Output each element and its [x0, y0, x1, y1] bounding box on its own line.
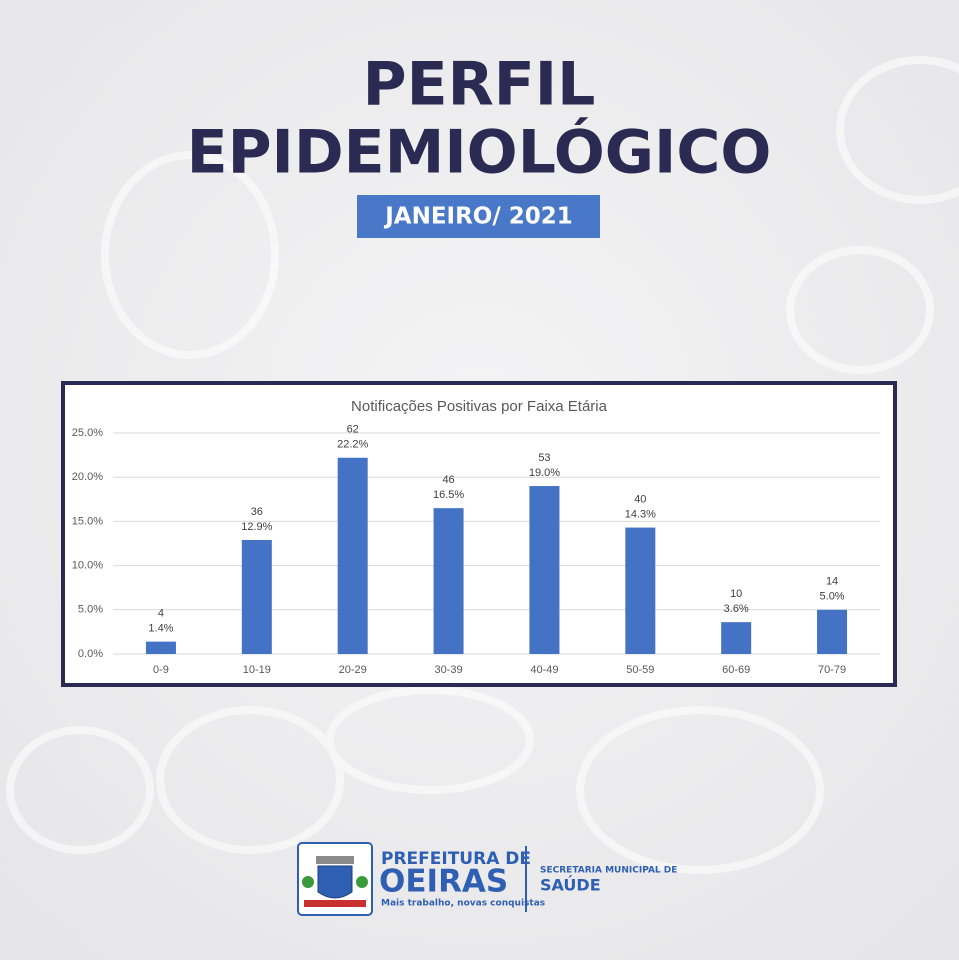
bar — [241, 539, 272, 654]
logo-ribbon — [304, 900, 366, 907]
org-line-2: OEIRAS — [379, 864, 508, 900]
x-tick-label: 10-19 — [243, 664, 271, 676]
x-tick-label: 30-39 — [434, 664, 462, 676]
value-label: 5.0% — [820, 591, 845, 603]
bar — [817, 609, 848, 654]
value-label: 14.3% — [625, 508, 656, 520]
x-tick-label: 50-59 — [626, 664, 654, 676]
logo-leaf-left — [302, 876, 314, 888]
org-line-1: PREFEITURA DE — [381, 849, 531, 869]
value-label: 3.6% — [724, 603, 749, 615]
y-tick-label: 0.0% — [78, 648, 103, 660]
count-label: 40 — [634, 493, 646, 505]
value-label: 1.4% — [148, 623, 173, 635]
count-label: 4 — [158, 608, 164, 620]
x-tick-label: 60-69 — [722, 664, 750, 676]
title-line-1: PERFIL — [363, 50, 596, 120]
y-tick-label: 15.0% — [72, 515, 103, 527]
logo-crown — [316, 856, 354, 864]
count-label: 36 — [251, 506, 263, 518]
date-badge-text: JANEIRO/ 2021 — [383, 204, 573, 230]
count-label: 10 — [730, 588, 742, 600]
count-label: 14 — [826, 576, 838, 588]
x-tick-label: 40-49 — [530, 664, 558, 676]
count-label: 53 — [538, 452, 550, 464]
x-tick-label: 70-79 — [818, 664, 846, 676]
dept-line-1: SECRETARIA MUNICIPAL DE — [540, 866, 677, 876]
dept-line-2: SAÚDE — [540, 876, 601, 895]
x-tick-label: 0-9 — [153, 664, 169, 676]
org-tagline: Mais trabalho, novas conquistas — [381, 899, 545, 909]
bar — [625, 527, 656, 654]
y-tick-label: 5.0% — [78, 604, 103, 616]
value-label: 22.2% — [337, 439, 368, 451]
value-label: 12.9% — [241, 521, 272, 533]
logo-shield — [317, 865, 353, 899]
logo — [297, 842, 373, 916]
y-tick-label: 10.0% — [72, 560, 103, 572]
x-tick-label: 20-29 — [339, 664, 367, 676]
y-tick-label: 20.0% — [72, 471, 103, 483]
plot: 0.0% 5.0% 10.0% 15.0% 20.0% 25.0% 0-9 4 1.4% 10-1… — [72, 424, 880, 676]
value-label: 19.0% — [529, 467, 560, 479]
count-label: 46 — [442, 474, 454, 486]
value-label: 16.5% — [433, 489, 464, 501]
chart-title: Notificações Positivas por Faixa Etária — [351, 398, 608, 415]
y-tick-label: 25.0% — [72, 427, 103, 439]
bar — [529, 486, 560, 654]
bar — [433, 508, 464, 654]
chart-frame — [61, 381, 897, 687]
title-line-2: EPIDEMIOLÓGICO — [187, 117, 772, 188]
bar — [145, 641, 176, 654]
background-blobs — [6, 56, 959, 874]
bar — [337, 457, 368, 654]
count-label: 62 — [347, 424, 359, 436]
logo-leaf-right — [356, 876, 368, 888]
bar — [721, 622, 752, 654]
date-badge — [357, 195, 600, 238]
